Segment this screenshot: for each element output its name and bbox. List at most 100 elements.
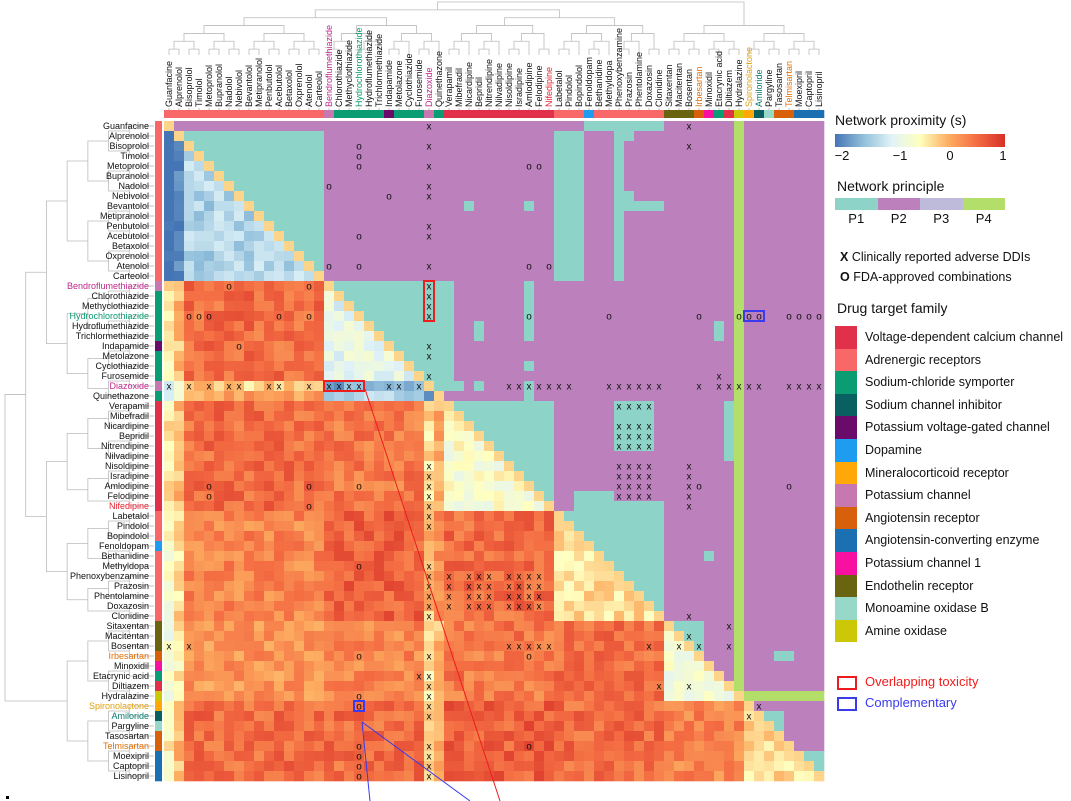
heatmap-cell	[784, 221, 795, 232]
heatmap-cell	[774, 391, 785, 402]
heatmap-cell	[554, 351, 565, 362]
heatmap-cell	[254, 301, 265, 312]
column-label: Diltiazem	[724, 70, 734, 107]
heatmap-cell	[544, 771, 555, 782]
dendrogram-branch	[648, 48, 660, 55]
heatmap-cell	[664, 491, 675, 502]
heatmap-cell	[224, 561, 235, 572]
heatmap-cell	[434, 371, 445, 382]
heatmap-cell	[184, 151, 195, 162]
heatmap-cell	[504, 771, 515, 782]
adverse-ddi-mark: x	[637, 382, 642, 393]
heatmap-cell	[414, 191, 425, 202]
heatmap-cell	[584, 211, 595, 222]
heatmap-cell	[444, 131, 455, 142]
heatmap-cell	[304, 301, 315, 312]
heatmap-cell	[574, 671, 585, 682]
heatmap-cell	[504, 621, 515, 632]
heatmap-cell	[604, 521, 615, 532]
heatmap-cell	[224, 491, 235, 502]
heatmap-cell	[584, 741, 595, 752]
heatmap-cell	[214, 711, 225, 722]
heatmap-cell	[394, 571, 405, 582]
heatmap-cell	[794, 451, 805, 462]
heatmap-cell	[294, 731, 305, 742]
heatmap-cell	[614, 761, 625, 772]
heatmap-cell	[244, 321, 255, 332]
heatmap-cell	[684, 371, 695, 382]
heatmap-cell	[714, 731, 725, 742]
column-family-bar	[504, 110, 515, 118]
heatmap-cell	[694, 231, 705, 242]
heatmap-cell	[284, 321, 295, 332]
heatmap-cell	[724, 431, 735, 442]
heatmap-cell	[754, 211, 765, 222]
heatmap-cell	[424, 281, 435, 292]
heatmap-cell	[634, 131, 645, 142]
heatmap-cell	[594, 451, 605, 462]
heatmap-cell	[514, 431, 525, 442]
heatmap-cell	[814, 701, 825, 712]
heatmap-cell	[264, 501, 275, 512]
heatmap-cell	[534, 391, 545, 402]
heatmap-cell	[804, 301, 815, 312]
heatmap-cell	[234, 421, 245, 432]
heatmap-cell	[294, 171, 305, 182]
heatmap-cell	[444, 241, 455, 252]
heatmap-cell	[544, 651, 555, 662]
heatmap-cell	[474, 161, 485, 172]
heatmap-cell	[494, 601, 505, 612]
heatmap-cell	[234, 281, 245, 292]
heatmap-cell	[624, 251, 635, 262]
heatmap-cell	[674, 651, 685, 662]
heatmap-cell	[314, 411, 325, 422]
heatmap-cell	[204, 521, 215, 532]
heatmap-cell	[614, 621, 625, 632]
column-label: Bevantolol	[244, 65, 254, 107]
heatmap-cell	[594, 171, 605, 182]
heatmap-cell	[814, 241, 825, 252]
adverse-ddi-mark: x	[627, 492, 632, 503]
heatmap-cell	[274, 391, 285, 402]
heatmap-cell	[774, 751, 785, 762]
heatmap-cell	[744, 151, 755, 162]
heatmap-cell	[524, 381, 535, 392]
heatmap-cell	[224, 631, 235, 642]
heatmap-cell	[334, 141, 345, 152]
heatmap-cell	[224, 341, 235, 352]
heatmap-cell	[534, 141, 545, 152]
heatmap-cell	[324, 501, 335, 512]
heatmap-cell	[434, 741, 445, 752]
heatmap-cell	[394, 271, 405, 282]
dendrogram-branch	[314, 9, 561, 18]
heatmap-cell	[494, 121, 505, 132]
heatmap-cell	[804, 501, 815, 512]
heatmap-cell	[524, 181, 535, 192]
heatmap-cell	[524, 471, 535, 482]
row-label: Etacrynic acid	[93, 671, 149, 681]
heatmap-cell	[384, 451, 395, 462]
heatmap-cell	[644, 631, 655, 642]
heatmap-cell	[474, 121, 485, 132]
heatmap-cell	[354, 141, 365, 152]
heatmap-cell	[334, 631, 345, 642]
heatmap-cell	[594, 271, 605, 282]
heatmap-cell	[164, 301, 175, 312]
heatmap-cell	[554, 151, 565, 162]
heatmap-cell	[584, 611, 595, 622]
heatmap-cell	[534, 721, 545, 732]
heatmap-cell	[654, 201, 665, 212]
heatmap-cell	[654, 131, 665, 142]
heatmap-cell	[484, 761, 495, 772]
heatmap-cell	[274, 711, 285, 722]
heatmap-cell	[534, 311, 545, 322]
heatmap-cell	[534, 471, 545, 482]
heatmap-cell	[434, 471, 445, 482]
heatmap-cell	[364, 641, 375, 652]
heatmap-cell	[394, 661, 405, 672]
heatmap-cell	[534, 201, 545, 212]
heatmap-cell	[534, 251, 545, 262]
row-family-bar	[155, 771, 162, 782]
heatmap-cell	[764, 761, 775, 772]
heatmap-cell	[664, 651, 675, 662]
